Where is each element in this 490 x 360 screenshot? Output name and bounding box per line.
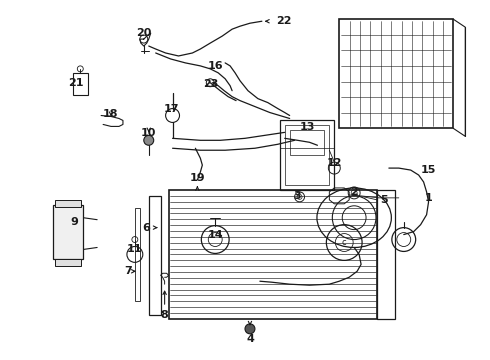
Text: 7: 7 [124, 266, 132, 276]
Text: 9: 9 [71, 217, 78, 227]
Text: 6: 6 [142, 222, 150, 233]
Text: 16: 16 [207, 61, 223, 71]
Bar [74, 73, 88, 95]
Text: 20: 20 [136, 28, 151, 38]
Text: 21: 21 [69, 78, 84, 88]
Bar [135, 208, 140, 301]
Text: 22: 22 [276, 16, 292, 26]
Text: 15: 15 [421, 165, 436, 175]
Text: 19: 19 [190, 173, 205, 183]
Text: c: c [342, 238, 346, 247]
Text: 8: 8 [161, 310, 169, 320]
Bar [285, 125, 329, 185]
Circle shape [144, 135, 154, 145]
Text: 11: 11 [127, 244, 143, 255]
Text: 5: 5 [380, 195, 388, 205]
Text: 18: 18 [102, 108, 118, 118]
Text: 17: 17 [164, 104, 179, 113]
Bar [55, 260, 81, 266]
Text: 12: 12 [326, 158, 342, 168]
Text: 10: 10 [141, 129, 156, 138]
Bar [53, 205, 83, 260]
Circle shape [245, 324, 255, 334]
Bar [149, 196, 161, 315]
Bar [280, 121, 334, 190]
Bar [55, 200, 81, 207]
Bar [169, 190, 377, 319]
Text: 13: 13 [300, 122, 315, 132]
Text: 4: 4 [246, 334, 254, 344]
Text: 1: 1 [425, 193, 433, 203]
Bar [339, 19, 453, 129]
Text: 2: 2 [350, 187, 358, 197]
Bar [377, 190, 395, 319]
Bar [290, 130, 324, 155]
Text: 3: 3 [294, 191, 301, 201]
Text: 23: 23 [203, 79, 219, 89]
Text: 14: 14 [207, 230, 223, 239]
